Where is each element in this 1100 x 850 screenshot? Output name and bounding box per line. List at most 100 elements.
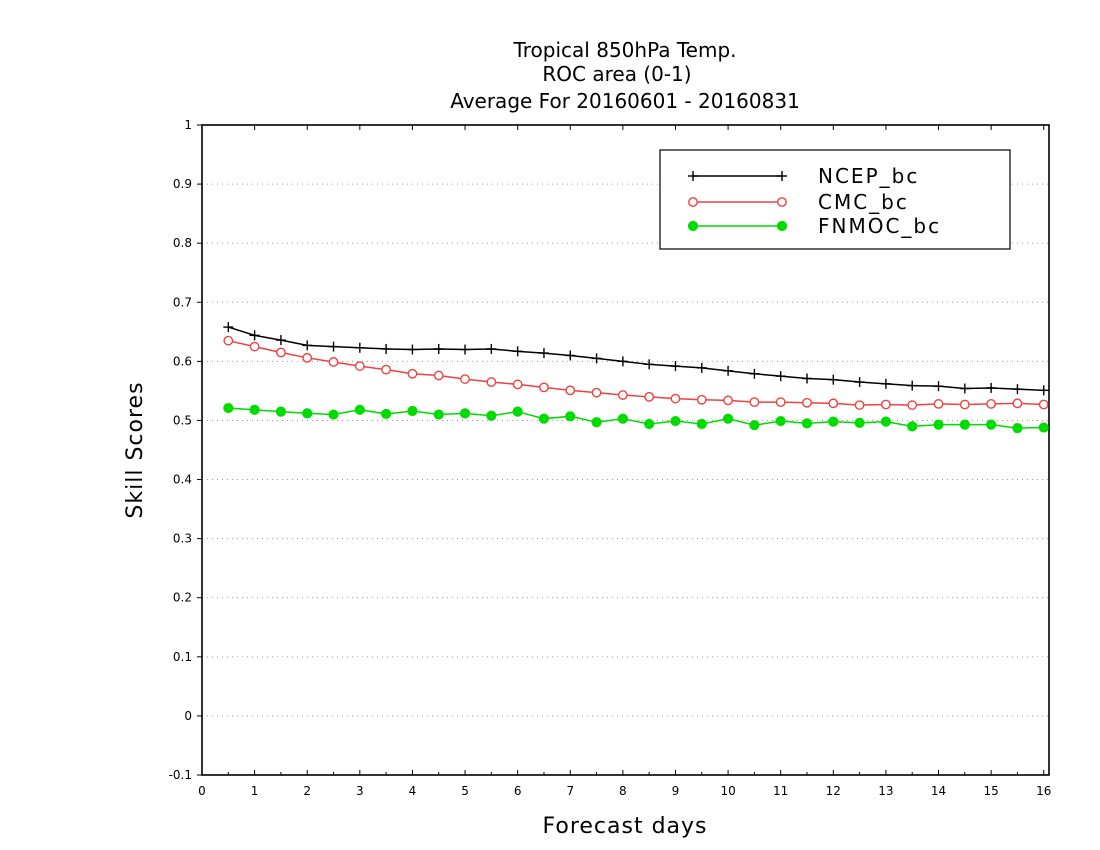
chart-title-line-2: ROC area (0-1) — [542, 62, 691, 86]
legend-label: FNMOC_bc — [818, 214, 941, 238]
x-tick-label: 8 — [619, 784, 627, 798]
series-line-ncep-bc — [228, 326, 1044, 392]
series-line-cmc-bc — [228, 339, 1044, 406]
data-point-cmc-bc — [881, 399, 891, 410]
y-tick-label: 0.2 — [173, 591, 192, 605]
data-point-ncep-bc — [828, 374, 839, 385]
data-point-fnmoc-bc — [538, 413, 550, 424]
data-point-cmc-bc — [249, 341, 260, 352]
data-point-fnmoc-bc — [328, 409, 339, 420]
data-point-ncep-bc — [1012, 384, 1023, 395]
x-tick-label: 4 — [409, 784, 417, 798]
legend-marker — [777, 171, 787, 181]
data-point-fnmoc-bc — [223, 402, 234, 414]
y-tick-label: 1 — [184, 118, 192, 132]
data-point-cmc-bc — [1012, 398, 1023, 409]
x-tick-label: 6 — [514, 784, 522, 798]
data-point-cmc-bc — [591, 387, 602, 398]
x-tick-label: 15 — [983, 784, 998, 798]
data-point-ncep-bc — [328, 341, 339, 352]
data-point-fnmoc-bc — [1012, 423, 1023, 434]
series-cmc-bc — [223, 335, 1049, 410]
data-point-cmc-bc — [670, 393, 681, 404]
data-point-fnmoc-bc — [959, 419, 970, 430]
series-fnmoc-bc — [223, 402, 1049, 434]
data-point-cmc-bc — [617, 390, 628, 400]
data-point-ncep-bc — [644, 359, 655, 370]
data-point-fnmoc-bc — [722, 413, 734, 424]
data-point-ncep-bc — [249, 330, 260, 341]
data-point-cmc-bc — [302, 352, 313, 363]
data-point-ncep-bc — [1038, 385, 1049, 396]
data-point-ncep-bc — [354, 342, 365, 353]
data-point-fnmoc-bc — [381, 408, 392, 420]
data-point-ncep-bc — [275, 335, 286, 346]
data-point-fnmoc-bc — [880, 416, 892, 427]
data-point-fnmoc-bc — [433, 409, 444, 420]
data-point-cmc-bc — [933, 399, 944, 409]
data-point-fnmoc-bc — [249, 404, 260, 415]
data-point-ncep-bc — [538, 348, 549, 359]
legend-item-fnmoc-bc: FNMOC_bc — [687, 214, 941, 238]
data-point-cmc-bc — [907, 400, 918, 410]
chart-title-line-1: Tropical 850hPa Temp. — [513, 38, 737, 62]
data-point-ncep-bc — [907, 380, 918, 391]
data-point-cmc-bc — [512, 379, 523, 390]
data-point-ncep-bc — [854, 377, 865, 388]
y-tick-label: 0.6 — [173, 354, 192, 368]
data-point-ncep-bc — [959, 383, 970, 394]
y-axis-label: Skill Scores — [123, 381, 148, 518]
data-point-ncep-bc — [302, 340, 313, 351]
x-tick-label: 0 — [198, 784, 206, 798]
data-point-fnmoc-bc — [512, 406, 523, 417]
y-tick-label: 0.9 — [173, 177, 192, 191]
data-point-fnmoc-bc — [775, 415, 786, 427]
data-point-ncep-bc — [749, 368, 760, 379]
data-point-cmc-bc — [354, 361, 365, 371]
data-point-fnmoc-bc — [591, 417, 602, 428]
data-point-cmc-bc — [486, 377, 497, 387]
data-point-cmc-bc — [854, 400, 865, 410]
axis-ticks: -0.100.10.20.30.40.50.60.70.80.910 1 2 3 4 5 6… — [169, 118, 1052, 798]
data-point-fnmoc-bc — [670, 415, 681, 427]
x-tick-label: 14 — [931, 784, 946, 798]
data-point-ncep-bc — [512, 346, 523, 357]
data-point-fnmoc-bc — [696, 418, 707, 430]
y-tick-label: 0.7 — [173, 295, 192, 309]
data-point-cmc-bc — [802, 397, 812, 408]
x-axis-label: Forecast days — [542, 814, 707, 839]
data-point-fnmoc-bc — [1038, 422, 1049, 433]
data-point-ncep-bc — [591, 353, 602, 364]
x-tick-label: 12 — [826, 784, 841, 798]
data-point-fnmoc-bc — [801, 418, 813, 429]
data-point-ncep-bc — [381, 343, 392, 354]
y-tick-label: 0 — [184, 709, 192, 723]
data-point-ncep-bc — [407, 344, 418, 355]
data-point-cmc-bc — [381, 364, 392, 375]
data-point-cmc-bc — [828, 398, 839, 409]
x-tick-label: 16 — [1036, 784, 1051, 798]
data-point-ncep-bc — [986, 382, 997, 393]
data-point-fnmoc-bc — [617, 413, 628, 424]
data-point-cmc-bc — [223, 335, 234, 346]
series-layer — [223, 322, 1049, 434]
legend-box — [659, 149, 1011, 250]
data-point-fnmoc-bc — [644, 418, 655, 430]
legend-marker — [777, 197, 787, 207]
data-point-cmc-bc — [696, 394, 707, 405]
data-point-ncep-bc — [670, 361, 681, 372]
data-point-ncep-bc — [223, 322, 234, 333]
data-point-cmc-bc — [539, 382, 549, 393]
data-point-cmc-bc — [328, 357, 339, 367]
data-point-ncep-bc — [775, 371, 786, 382]
x-tick-label: 1 — [251, 784, 259, 798]
data-point-ncep-bc — [696, 362, 707, 373]
data-point-ncep-bc — [802, 373, 812, 384]
data-point-fnmoc-bc — [486, 410, 497, 421]
data-point-cmc-bc — [1038, 399, 1049, 410]
data-point-cmc-bc — [986, 399, 997, 409]
series-line-fnmoc-bc — [228, 407, 1044, 429]
data-point-fnmoc-bc — [275, 406, 287, 417]
y-tick-label: 0.4 — [173, 473, 192, 487]
